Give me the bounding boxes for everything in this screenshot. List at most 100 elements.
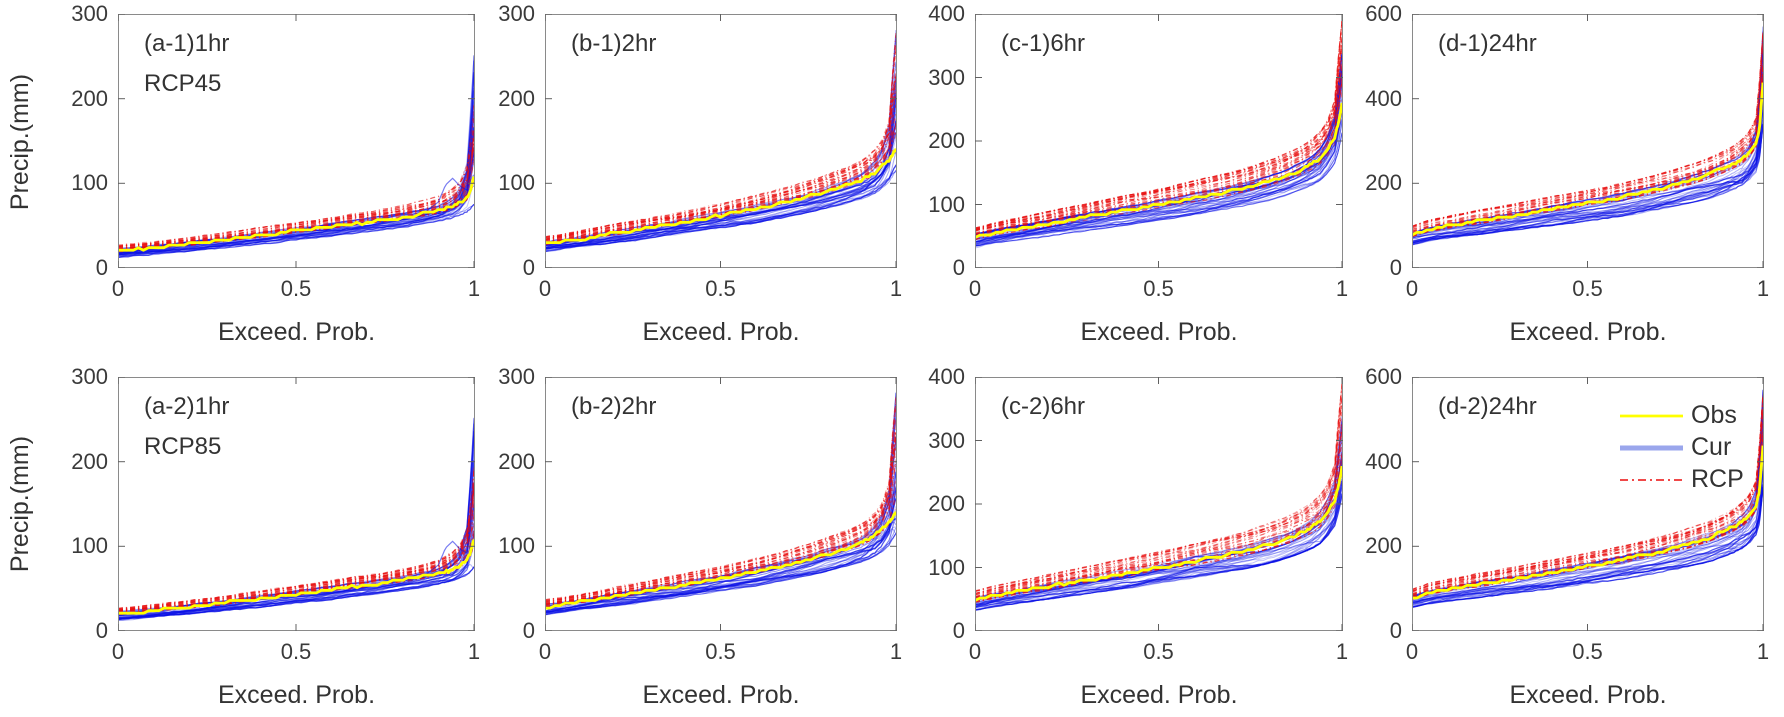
rcp-ensemble-line (975, 46, 1343, 230)
cur-ensemble-line (1412, 429, 1764, 605)
rcp-ensemble-line (975, 64, 1343, 235)
rcp-ensemble-line (545, 136, 897, 243)
rcp-ensemble-line (545, 78, 897, 239)
rcp-ensemble-line (975, 384, 1343, 592)
y-tick-label: 300 (71, 364, 108, 389)
cur-ensemble-line (975, 495, 1343, 612)
cur-ensemble-line (1412, 93, 1764, 246)
cur-ensemble-line (975, 423, 1343, 604)
panel-title: (c-1)6hr (1001, 30, 1086, 57)
rcp-ensemble-line (1412, 396, 1764, 592)
obs-line (545, 511, 897, 610)
rcp-ensemble-line (545, 148, 897, 246)
cur-ensemble-line (545, 150, 897, 249)
x-tick-label: 0 (1405, 639, 1419, 664)
scenario-label: RCP85 (144, 433, 222, 460)
y-tick-label: 300 (498, 1, 535, 26)
rcp-ensemble-line (975, 426, 1343, 598)
x-axis-label: Exceed. Prob. (217, 318, 376, 346)
rcp-ensemble-line (545, 419, 897, 603)
panel-c-2: 0 100 200 300 400 0 0.5 1 (c-2)6hr Exceed. Prob. (928, 364, 1348, 709)
rcp-ensemble-line (1412, 395, 1764, 590)
rcp-ensemble-line (545, 77, 897, 241)
rcp-ensemble-line (975, 105, 1343, 241)
cur-ensemble-line (1412, 67, 1764, 238)
cur-ensemble-line (1412, 119, 1764, 240)
rcp-ensemble-line (975, 453, 1343, 603)
cur-ensemble-line (1412, 412, 1764, 604)
rcp-ensemble-line (1412, 426, 1764, 596)
rcp-ensemble-line (118, 135, 475, 252)
rcp-ensemble-line (545, 456, 897, 606)
cur-ensemble-line (1412, 100, 1764, 238)
rcp-ensemble-line (545, 45, 897, 240)
rcp-ensemble-line (118, 138, 475, 250)
cur-ensemble-line (545, 498, 897, 613)
cur-ensemble-line (1412, 109, 1764, 242)
x-tick-label: 1 (467, 276, 481, 301)
rcp-ensemble-line (118, 486, 475, 610)
rcp-ensemble-line (545, 132, 897, 243)
rcp-ensemble-line (545, 420, 897, 605)
rcp-ensemble-line (1412, 430, 1764, 592)
cur-ensemble-line (1412, 73, 1764, 244)
cur-ensemble-line (545, 97, 897, 246)
rcp-ensemble-line (975, 65, 1343, 232)
cur-ensemble-line (1412, 466, 1764, 607)
rcp-ensemble-line (545, 511, 897, 609)
rcp-ensemble-line (545, 478, 897, 609)
cur-ensemble-line (118, 109, 475, 253)
y-tick-label: 200 (498, 448, 535, 474)
rcp-ensemble-line (1412, 64, 1764, 233)
cur-ensemble-line (975, 486, 1343, 608)
rcp-ensemble-line (545, 128, 897, 243)
y-tick-label: 0 (522, 618, 535, 643)
rcp-ensemble-line (118, 147, 475, 249)
panel-d-1: 0 200 400 600 0 0.5 1 (d-1)24hr Exceed. Prob. (1365, 1, 1769, 346)
y-tick-label: 0 (522, 255, 535, 280)
rcp-ensemble-line (545, 94, 897, 240)
rcp-ensemble-line (118, 488, 475, 613)
rcp-ensemble-line (1412, 400, 1764, 594)
cur-ensemble-line (1412, 416, 1764, 600)
cur-ensemble-line (545, 436, 897, 610)
rcp-ensemble-line (975, 69, 1343, 236)
cur-ensemble-line (545, 532, 897, 616)
legend-label-obs: Obs (1691, 401, 1737, 429)
y-tick-label: 400 (928, 1, 965, 26)
y-tick-label: 0 (952, 618, 965, 643)
x-tick-label: 0 (968, 276, 982, 301)
y-tick-label: 0 (1389, 618, 1402, 643)
rcp-ensemble-line (1412, 36, 1764, 227)
rcp-ensemble-line (545, 75, 897, 238)
x-tick-label: 1 (889, 276, 903, 301)
cur-ensemble-line (1412, 435, 1764, 602)
y-tick-label: 0 (1389, 255, 1402, 280)
cur-ensemble-line (975, 123, 1343, 247)
cur-ensemble-line (1412, 468, 1764, 602)
x-axis-label: Exceed. Prob. (217, 681, 376, 709)
rcp-ensemble-line (975, 20, 1343, 229)
x-tick-label: 0.5 (1143, 276, 1174, 301)
rcp-ensemble-line (1412, 33, 1764, 228)
rcp-ensemble-line (1412, 31, 1764, 231)
y-tick-label: 100 (71, 533, 108, 559)
cur-ensemble-line (1412, 420, 1764, 605)
y-tick-label: 100 (928, 191, 965, 217)
cur-ensemble-line (545, 481, 897, 612)
rcp-ensemble-line (1412, 409, 1764, 597)
legend-label-rcp: RCP (1691, 465, 1744, 493)
rcp-ensemble-line (975, 400, 1343, 595)
panel-title: (a-1)1hr (144, 30, 230, 57)
rcp-ensemble-line (1412, 413, 1764, 593)
panel-title: (a-2)1hr (144, 393, 230, 420)
cur-ensemble-line (1412, 486, 1764, 605)
cur-ensemble-line (545, 533, 897, 613)
cur-ensemble-line (545, 61, 897, 243)
y-tick-label: 200 (1365, 533, 1402, 559)
x-tick-label: 0.5 (280, 276, 312, 301)
y-tick-label: 200 (71, 85, 108, 111)
cur-ensemble-line (118, 203, 475, 259)
rcp-ensemble-line (118, 139, 475, 247)
